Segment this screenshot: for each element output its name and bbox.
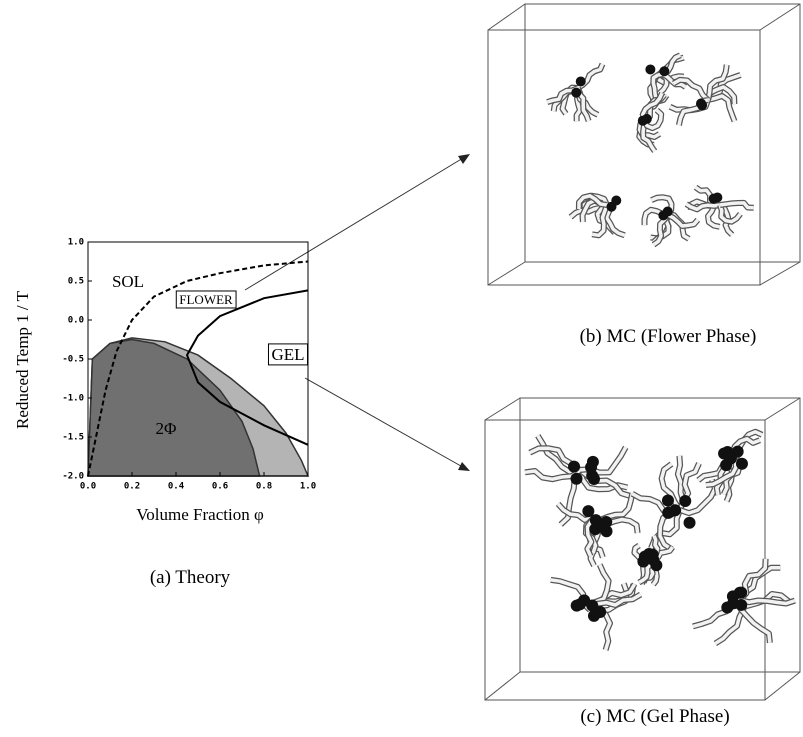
caption-a: (a) Theory <box>150 567 231 588</box>
y-tick-label: -1.0 <box>62 394 84 404</box>
arrow <box>305 378 468 470</box>
caption-c: (c) MC (Gel Phase) <box>580 706 729 727</box>
sticker <box>662 495 674 507</box>
arrow <box>245 155 468 290</box>
x-tick-label: 0.4 <box>168 482 185 492</box>
x-tick-label: 0.8 <box>256 482 272 492</box>
region-label: SOL <box>112 272 144 291</box>
y-tick-label: 0.5 <box>68 277 84 287</box>
sticker <box>659 66 669 76</box>
sticker <box>650 559 662 571</box>
sticker <box>571 88 581 98</box>
sticker <box>643 548 655 560</box>
sticker <box>611 196 621 206</box>
sticker <box>588 610 600 622</box>
sticker <box>585 461 597 473</box>
sticker <box>697 100 707 110</box>
region-label: GEL <box>271 345 304 364</box>
caption-b: (b) MC (Flower Phase) <box>580 326 757 347</box>
sticker <box>662 507 674 519</box>
sticker <box>684 517 696 529</box>
sticker <box>601 525 613 537</box>
x-tick-label: 0.0 <box>80 482 96 492</box>
sticker <box>727 597 739 609</box>
x-tick-label: 1.0 <box>300 482 316 492</box>
y-axis-label: Reduced Temp 1 / T <box>13 290 32 429</box>
x-tick-label: 0.2 <box>124 482 140 492</box>
sticker <box>574 598 586 610</box>
region-label: 2Φ <box>156 419 177 438</box>
y-tick-label: 1.0 <box>68 238 84 248</box>
region-label: FLOWER <box>179 292 233 307</box>
sticker <box>725 452 737 464</box>
x-tick-label: 0.6 <box>212 482 228 492</box>
sticker <box>709 194 719 204</box>
arrow-head <box>458 154 470 164</box>
sticker <box>568 461 580 473</box>
sticker <box>679 495 691 507</box>
y-tick-label: -1.5 <box>62 433 84 443</box>
mc-boxes <box>485 4 800 700</box>
sticker <box>658 210 668 220</box>
sticker <box>576 76 586 86</box>
sticker <box>736 458 748 470</box>
figure: (b) MC (Flower Phase) (c) MC (Gel Phase)… <box>0 0 803 737</box>
sticker <box>638 116 648 126</box>
y-tick-label: -0.5 <box>62 355 84 365</box>
arrow-head <box>458 462 470 471</box>
y-tick-label: -2.0 <box>62 472 84 482</box>
sticker <box>571 473 583 485</box>
sticker <box>645 64 655 74</box>
sticker <box>590 514 602 526</box>
y-tick-label: 0.0 <box>68 316 84 326</box>
x-axis-label: Volume Fraction φ <box>136 505 264 524</box>
